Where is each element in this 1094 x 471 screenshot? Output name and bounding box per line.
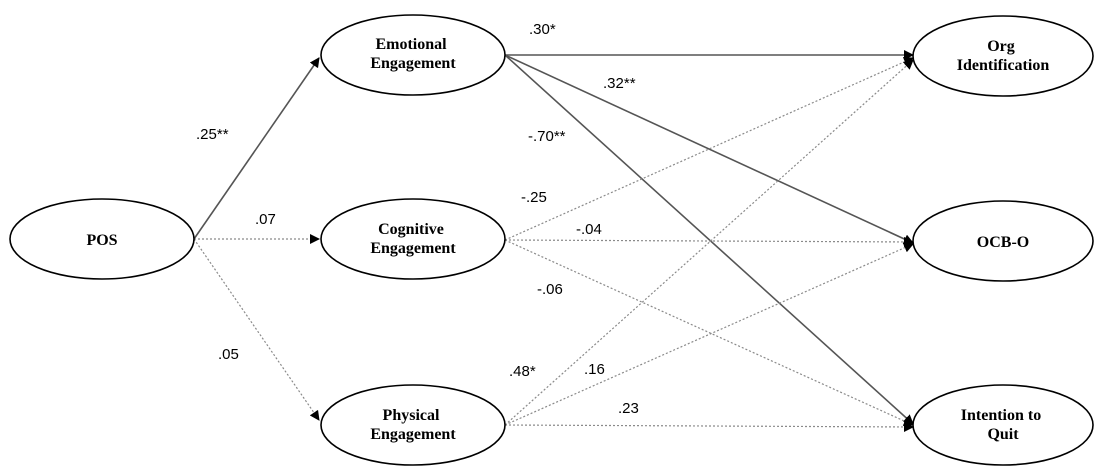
node-physical-label-line2: Engagement — [370, 426, 456, 443]
coef-emotional-org: .30* — [529, 21, 556, 38]
node-pos-shape — [9, 198, 195, 280]
node-quit-label-line1: Intention to — [961, 407, 1041, 424]
svg-text:POS: POS — [86, 232, 117, 249]
node-cognitive-engagement: Cognitive Engagement — [320, 198, 506, 280]
node-cognitive-label-line1: Cognitive — [378, 221, 444, 238]
node-quit-label-line2: Quit — [987, 426, 1019, 443]
edge-physical-quit — [504, 421, 914, 432]
node-emotional-engagement: Emotional Engagement — [320, 14, 506, 96]
svg-text:Cognitive Engagement: Cognitive Engagement — [370, 221, 456, 257]
svg-text:OCB-O: OCB-O — [977, 234, 1029, 251]
coef-physical-org: .48* — [509, 363, 536, 380]
coef-emotional-ocb: .32** — [603, 75, 636, 92]
node-physical-engagement: Physical Engagement — [320, 384, 506, 466]
coef-physical-ocb: .16 — [584, 361, 605, 378]
node-emotional-label-line2: Engagement — [370, 55, 456, 72]
node-pos-label: POS — [86, 232, 117, 249]
coef-pos-emotional: .25** — [196, 126, 229, 143]
coef-physical-quit: .23 — [618, 400, 639, 417]
node-cognitive-label-line2: Engagement — [370, 240, 456, 257]
node-intention-to-quit: Intention to Quit — [912, 384, 1094, 466]
node-emotional-shape — [320, 14, 506, 96]
node-ocb-o: OCB-O — [912, 200, 1094, 282]
node-org-label-line1: Org — [987, 38, 1015, 55]
coef-cognitive-org: -.25 — [521, 189, 547, 206]
node-emotional-label-line1: Emotional — [375, 36, 447, 53]
node-org-label-line2: Identification — [957, 57, 1050, 74]
coef-cognitive-ocb: -.04 — [576, 221, 602, 238]
edge-cognitive-quit — [504, 239, 914, 426]
coef-emotional-quit: -.70** — [528, 128, 566, 145]
node-org-shape — [912, 15, 1094, 97]
svg-text:Intention to Quit: Intention to Quit — [961, 407, 1045, 443]
node-ocb-label: OCB-O — [977, 234, 1029, 251]
node-physical-shape — [320, 384, 506, 466]
edge-cognitive-org — [504, 57, 914, 241]
node-physical-label-line1: Physical — [383, 407, 440, 424]
node-org-identification: Org Identification — [912, 15, 1094, 97]
svg-text:Physical Engagement: Physical Engagement — [370, 407, 456, 443]
edge-pos-physical — [193, 238, 320, 421]
node-quit-shape — [912, 384, 1094, 466]
edge-pos-emotional — [193, 57, 320, 240]
edge-cognitive-ocb — [504, 236, 914, 247]
node-cognitive-shape — [320, 198, 506, 280]
path-edges — [193, 50, 914, 432]
coef-cognitive-quit: -.06 — [537, 281, 563, 298]
coef-pos-physical: .05 — [218, 346, 239, 363]
edge-emotional-ocb — [504, 54, 914, 244]
edge-emotional-quit — [504, 54, 914, 425]
node-ocb-shape — [912, 200, 1094, 282]
svg-text:Org Identification: Org Identification — [957, 38, 1050, 74]
svg-text:Emotional Engagement: Emotional Engagement — [370, 36, 456, 72]
path-coefficients: .25** .07 .05 .30* .32** -.70** -.25 -.0… — [196, 21, 639, 417]
node-pos: POS — [9, 198, 195, 280]
edge-physical-org — [504, 59, 914, 426]
coef-pos-cognitive: .07 — [255, 211, 276, 228]
